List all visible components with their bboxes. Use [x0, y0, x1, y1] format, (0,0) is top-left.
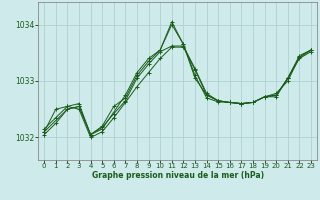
X-axis label: Graphe pression niveau de la mer (hPa): Graphe pression niveau de la mer (hPa): [92, 171, 264, 180]
